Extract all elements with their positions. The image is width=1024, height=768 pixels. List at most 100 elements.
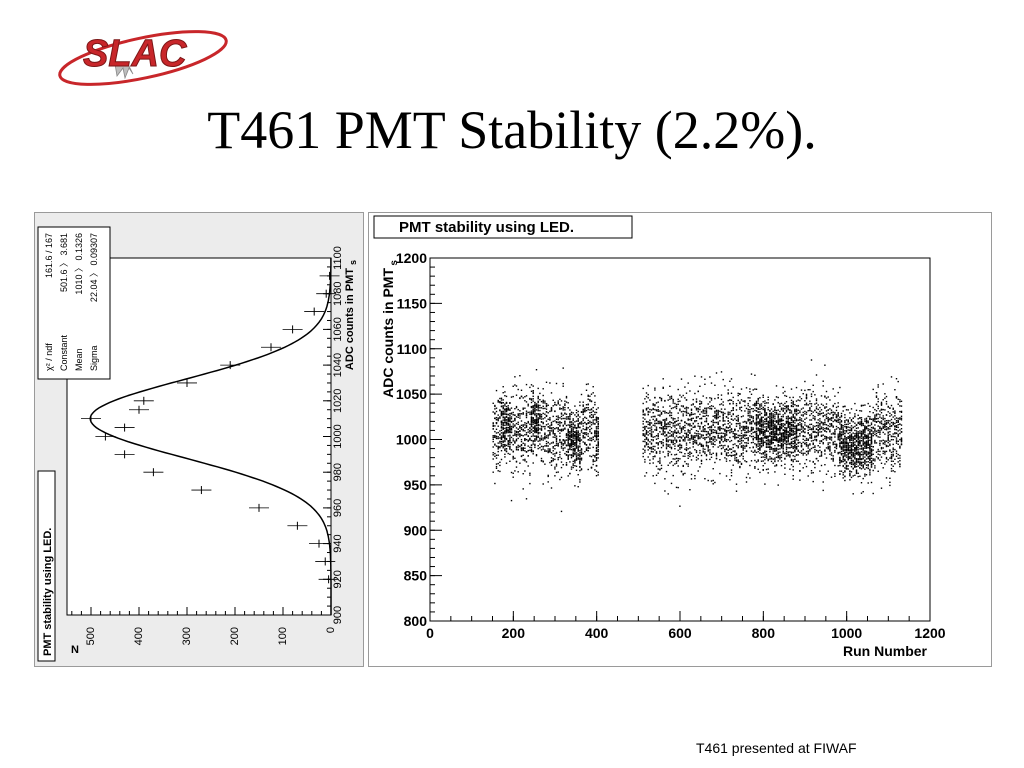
scatter-point (659, 469, 661, 471)
scatter-point (517, 471, 519, 473)
scatter-point (505, 416, 508, 418)
scatter-point (789, 427, 791, 429)
scatter-point (770, 446, 773, 448)
scatter-point (595, 432, 598, 434)
scatter-point (542, 422, 544, 425)
scatter-point (794, 408, 796, 411)
scatter-point (580, 421, 583, 423)
scatter-point (547, 474, 549, 477)
scatter-point (675, 435, 678, 437)
scatter-point (780, 423, 783, 426)
scatter-point (804, 413, 806, 415)
scatter-point (797, 405, 799, 407)
scatter-point (667, 455, 669, 457)
scatter-point (679, 446, 681, 449)
scatter-point (749, 477, 751, 479)
scatter-point (499, 401, 501, 404)
scatter-point (700, 423, 703, 425)
scatter-point (575, 443, 578, 445)
scatter-point (790, 451, 793, 453)
logo-orbit (58, 30, 228, 86)
scatter-point (840, 442, 843, 444)
scatter-point (525, 401, 528, 403)
scatter-point (805, 394, 808, 397)
scatter-point (842, 439, 844, 441)
scatter-point (547, 404, 549, 406)
scatter-point (799, 419, 801, 421)
scatter-point (529, 430, 531, 432)
scatter-point (817, 429, 819, 431)
scatter-point (759, 431, 761, 433)
scatter-point (574, 452, 576, 454)
scatter-point (642, 429, 644, 432)
scatter-point (790, 441, 793, 443)
scatter-point (785, 417, 788, 420)
scatter-point (727, 429, 729, 432)
scatter-point (775, 412, 778, 414)
scatter-point (495, 422, 498, 424)
scatter-point (789, 425, 791, 427)
scatter-point (824, 407, 826, 409)
scatter-point (585, 383, 588, 386)
scatter-point (665, 428, 668, 430)
scatter-point (497, 400, 499, 402)
scatter-point (775, 409, 778, 412)
scatter-point (534, 401, 536, 404)
scatter-point (812, 461, 814, 463)
scatter-point (765, 412, 768, 414)
scatter-point (685, 409, 688, 411)
scatter-point (502, 405, 504, 407)
scatter-point (532, 443, 534, 445)
scatter-point (764, 483, 766, 485)
scatter-point (542, 448, 544, 450)
scatter-point (657, 443, 659, 445)
scatter-point (709, 433, 711, 435)
scatter-point (560, 447, 563, 449)
scatter-point (532, 409, 534, 411)
scatter-point (769, 458, 771, 460)
scatter-point (787, 453, 789, 455)
scatter-point (809, 407, 811, 409)
scatter-point (715, 372, 718, 374)
scatter-point (695, 417, 698, 419)
scatter-point (652, 451, 654, 453)
scatter-point (570, 454, 573, 456)
scatter-point (750, 433, 753, 435)
scatter-point (517, 431, 519, 433)
scatter-point (657, 435, 659, 438)
scatter-point (844, 446, 846, 449)
scatter-point (495, 454, 498, 456)
scatter-point (535, 419, 538, 421)
scatter-point (590, 427, 593, 430)
scatter-point (727, 439, 729, 441)
scatter-point (549, 410, 551, 413)
scatter-point (662, 426, 664, 428)
scatter-point (705, 407, 708, 409)
scatter-point (789, 422, 791, 424)
scatter-point (539, 440, 541, 442)
scatter-point (547, 412, 549, 414)
scatter-point (819, 455, 821, 457)
scatter-point (550, 408, 553, 410)
scatter-point (755, 427, 758, 429)
scatter-point (705, 412, 708, 414)
scatter-point (760, 416, 763, 419)
scatter-point (524, 444, 526, 447)
scatter-point (792, 465, 794, 468)
scatter-point (692, 403, 694, 406)
scatter-point (594, 435, 596, 437)
scatter-point (595, 433, 598, 435)
scatter-point (549, 461, 551, 464)
scatter-point (805, 443, 808, 446)
scatter-point (754, 431, 756, 433)
scatter-point (505, 408, 508, 411)
scatter-point (575, 458, 578, 461)
scatter-point (770, 460, 773, 463)
scatter-point (522, 449, 524, 452)
scatter-point (512, 385, 514, 387)
scatter-point (765, 442, 768, 444)
scatter-point (542, 445, 544, 448)
scatter-point (782, 452, 784, 454)
scatter-point (654, 387, 656, 389)
scatter-point (500, 414, 503, 417)
